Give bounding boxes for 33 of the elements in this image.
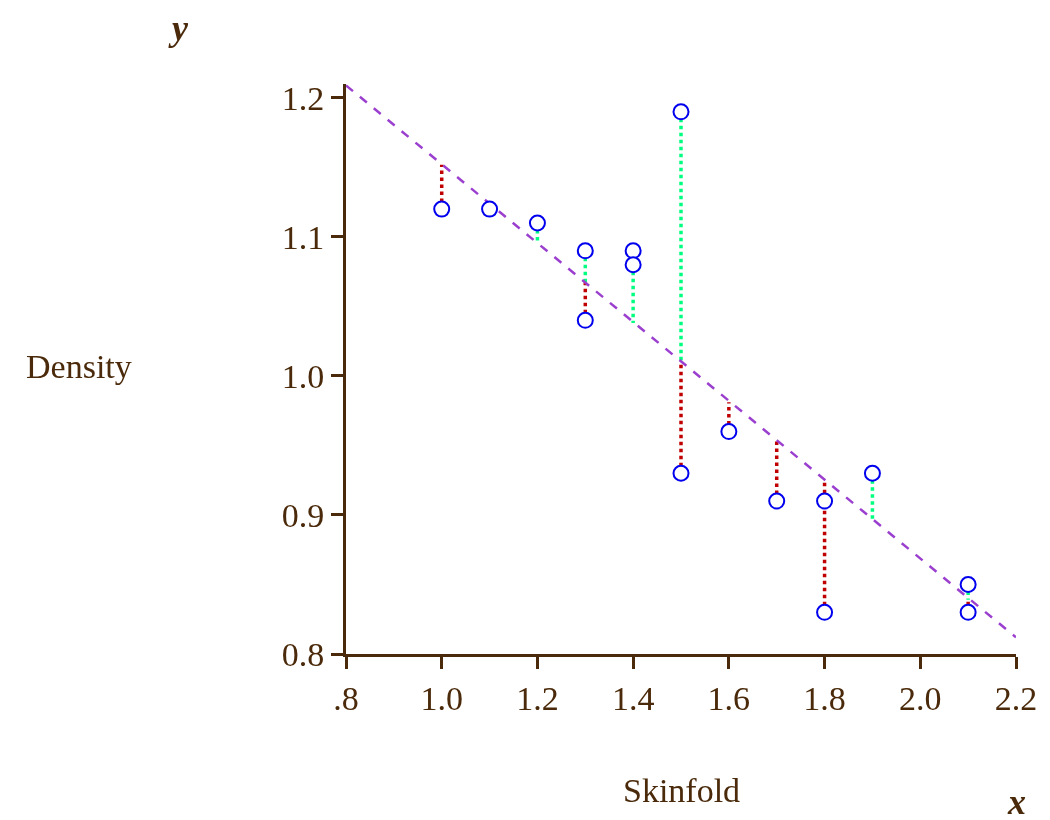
- point: [624, 242, 642, 260]
- point: [720, 423, 738, 441]
- point: [816, 603, 834, 621]
- x-tick-label: 1.8: [803, 679, 846, 717]
- point: [768, 492, 786, 510]
- point: [528, 214, 546, 232]
- point: [816, 492, 834, 510]
- y-tick-label: 0.9: [281, 496, 325, 534]
- point: [959, 575, 977, 593]
- point: [672, 464, 690, 482]
- y-axis-title: Density: [26, 348, 132, 385]
- x-tick-label: .8: [333, 679, 359, 717]
- point: [624, 256, 642, 274]
- y-tick-label: 1.0: [281, 357, 325, 395]
- x-tick-label: 1.0: [420, 679, 463, 717]
- x-tick-label: 1.4: [611, 679, 655, 717]
- point: [672, 103, 690, 121]
- text: x: [1007, 782, 1026, 820]
- x-axis-title: Skinfold: [623, 772, 741, 809]
- point: [959, 603, 977, 621]
- x-tick-label: 2.2: [994, 679, 1038, 717]
- x-tick-label: 1.2: [516, 679, 559, 717]
- x-tick-label: 2.0: [899, 679, 942, 717]
- y-tick-label: 1.1: [281, 218, 325, 256]
- point: [863, 464, 881, 482]
- y-tick-label: 0.8: [281, 635, 325, 673]
- text: y: [168, 8, 189, 48]
- point: [433, 200, 451, 218]
- point: [576, 242, 594, 260]
- point: [481, 200, 499, 218]
- x-tick-label: 1.6: [707, 679, 751, 717]
- point: [576, 311, 594, 329]
- y-tick-label: 1.2: [281, 79, 325, 117]
